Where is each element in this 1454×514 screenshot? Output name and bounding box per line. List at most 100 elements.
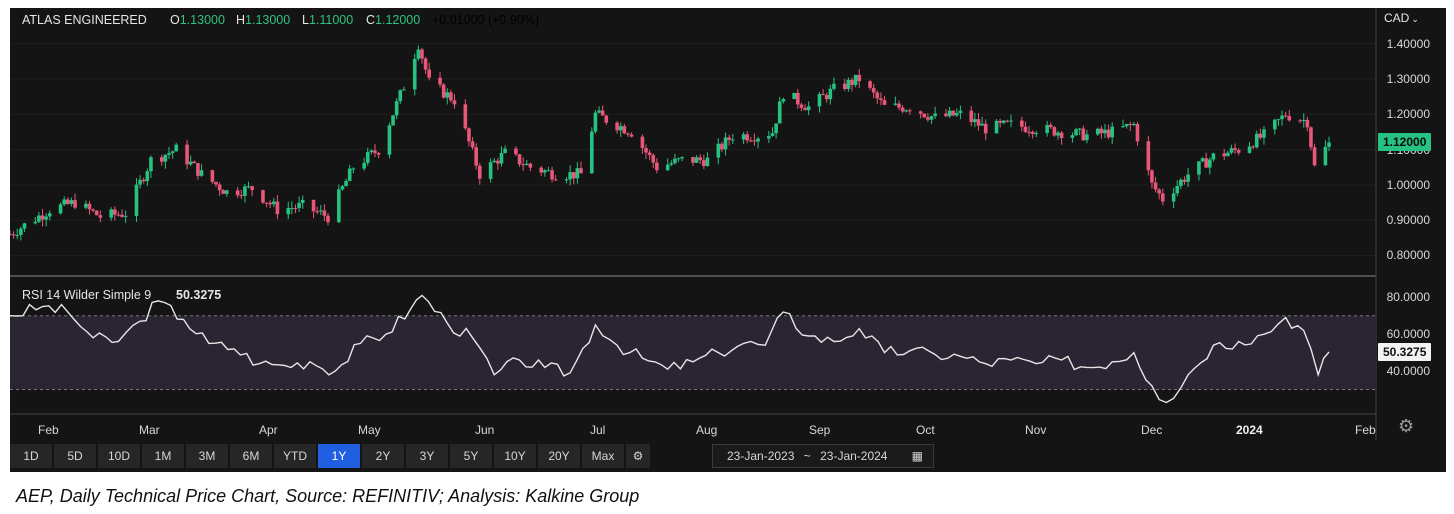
range-button-3y[interactable]: 3Y (406, 444, 448, 468)
candle-body (300, 199, 305, 203)
price-grid (10, 43, 1376, 256)
candle-body (1301, 119, 1306, 121)
candle-body (644, 148, 648, 153)
candle-body (618, 126, 623, 131)
candle-body (40, 215, 45, 220)
currency-label: CAD (1384, 11, 1410, 25)
candle-body (217, 184, 222, 191)
candle-body (821, 94, 825, 96)
date-to: 23-Jan-2024 (820, 449, 888, 463)
candle-body (1027, 131, 1031, 133)
candle-body (795, 92, 800, 105)
candle-body (159, 157, 164, 162)
range-button-5y[interactable]: 5Y (450, 444, 492, 468)
rsi-band (10, 315, 1376, 390)
currency-selector[interactable]: CAD ⌄ (1384, 11, 1419, 25)
candle-body (1034, 133, 1039, 135)
candle-body (10, 234, 12, 236)
range-button-3m[interactable]: 3M (186, 444, 228, 468)
candle-body (315, 211, 319, 213)
candle-body (568, 172, 572, 180)
range-selector: 1D 5D 10D 1M 3M 6M YTD 1Y 2Y 3Y 5Y 10Y 2… (10, 444, 650, 468)
range-button-2y[interactable]: 2Y (362, 444, 404, 468)
candle-body (1258, 133, 1263, 138)
x-label-nov: Nov (1025, 423, 1047, 437)
candle-body (597, 110, 601, 113)
range-button-1y[interactable]: 1Y (318, 444, 360, 468)
candle-body (1222, 153, 1227, 157)
high-value: 1.13000 (245, 13, 291, 27)
candle-body (87, 203, 92, 210)
candle-body (1179, 179, 1183, 187)
range-button-1m[interactable]: 1M (142, 444, 184, 468)
range-button-max[interactable]: Max (582, 444, 624, 468)
candle-body (777, 101, 782, 124)
ohlc-readout: O1.13000 H1.13000 L1.11000 C1.12000 +0.0… (170, 0, 670, 27)
candle-body (376, 153, 381, 155)
range-button-5d[interactable]: 5D (54, 444, 96, 468)
candle-body (1023, 126, 1028, 132)
range-settings-gear-icon[interactable]: ⚙ (626, 444, 650, 468)
change-value: +0.01000 (+0.90%) (432, 13, 540, 27)
candle-body (857, 74, 862, 82)
candle-body (1197, 161, 1201, 175)
candle-body (19, 228, 23, 235)
rsi-tick-label: 40.0000 (1386, 364, 1430, 379)
chart-settings-gear-icon[interactable]: ⚙ (1398, 416, 1415, 436)
candle-body (149, 157, 153, 172)
candle-body (290, 208, 294, 210)
range-button-ytd[interactable]: YTD (274, 444, 316, 468)
x-label-aug: Aug (696, 423, 718, 437)
candle-body (1001, 120, 1006, 123)
candle-body (1273, 119, 1277, 130)
candle-body (875, 92, 880, 99)
chart-frame: ATLAS ENGINEERED O1.13000 H1.13000 L1.11… (10, 8, 1446, 472)
candle-body (1298, 120, 1302, 122)
candle-body (553, 179, 558, 181)
range-button-10d[interactable]: 10D (98, 444, 140, 468)
candle-body (926, 117, 930, 120)
candle-body (774, 123, 778, 134)
candle-body (185, 144, 189, 165)
candle-body (528, 163, 533, 168)
candle-body (955, 113, 959, 116)
low-value: 1.11000 (308, 13, 354, 27)
candle-body (326, 215, 330, 223)
candle-body (994, 120, 999, 134)
candle-series (10, 45, 1331, 241)
last-price-tag: 1.12000 (1378, 133, 1432, 152)
candle-body (225, 190, 229, 194)
candle-body (344, 180, 348, 187)
candle-body (799, 104, 804, 108)
candle-body (727, 137, 731, 141)
range-button-20y[interactable]: 20Y (538, 444, 580, 468)
candle-body (1095, 128, 1100, 135)
chart-caption: AEP, Daily Technical Price Chart, Source… (16, 486, 640, 506)
candle-body (622, 126, 627, 134)
date-range-picker[interactable]: 23-Jan-2023 ~ 23-Jan-2024 ▦ (712, 444, 934, 468)
candle-body (871, 87, 876, 93)
price-tick-label: 1.40000 (1386, 36, 1430, 51)
range-button-1d[interactable]: 1D (10, 444, 52, 468)
candle-body (998, 120, 1002, 123)
price-chart-svg[interactable] (10, 8, 1446, 472)
rsi-value-tag: 50.3275 (1378, 343, 1432, 361)
candle-body (351, 168, 356, 170)
rsi-value: 50.3275 (176, 288, 222, 302)
candle-body (514, 148, 518, 155)
candle-body (1128, 124, 1133, 126)
candle-body (33, 221, 38, 224)
range-button-10y[interactable]: 10Y (494, 444, 536, 468)
candle-body (698, 157, 703, 161)
range-button-6m[interactable]: 6M (230, 444, 272, 468)
candle-body (362, 162, 366, 169)
candle-body (723, 137, 728, 150)
candle-body (824, 95, 829, 100)
open-label: O (170, 13, 180, 27)
x-label-mar: Mar (139, 423, 160, 437)
candle-body (503, 148, 507, 153)
candle-body (11, 234, 16, 236)
x-label-apr: Apr (259, 423, 278, 437)
candle-body (496, 160, 500, 164)
candle-body (318, 210, 323, 212)
